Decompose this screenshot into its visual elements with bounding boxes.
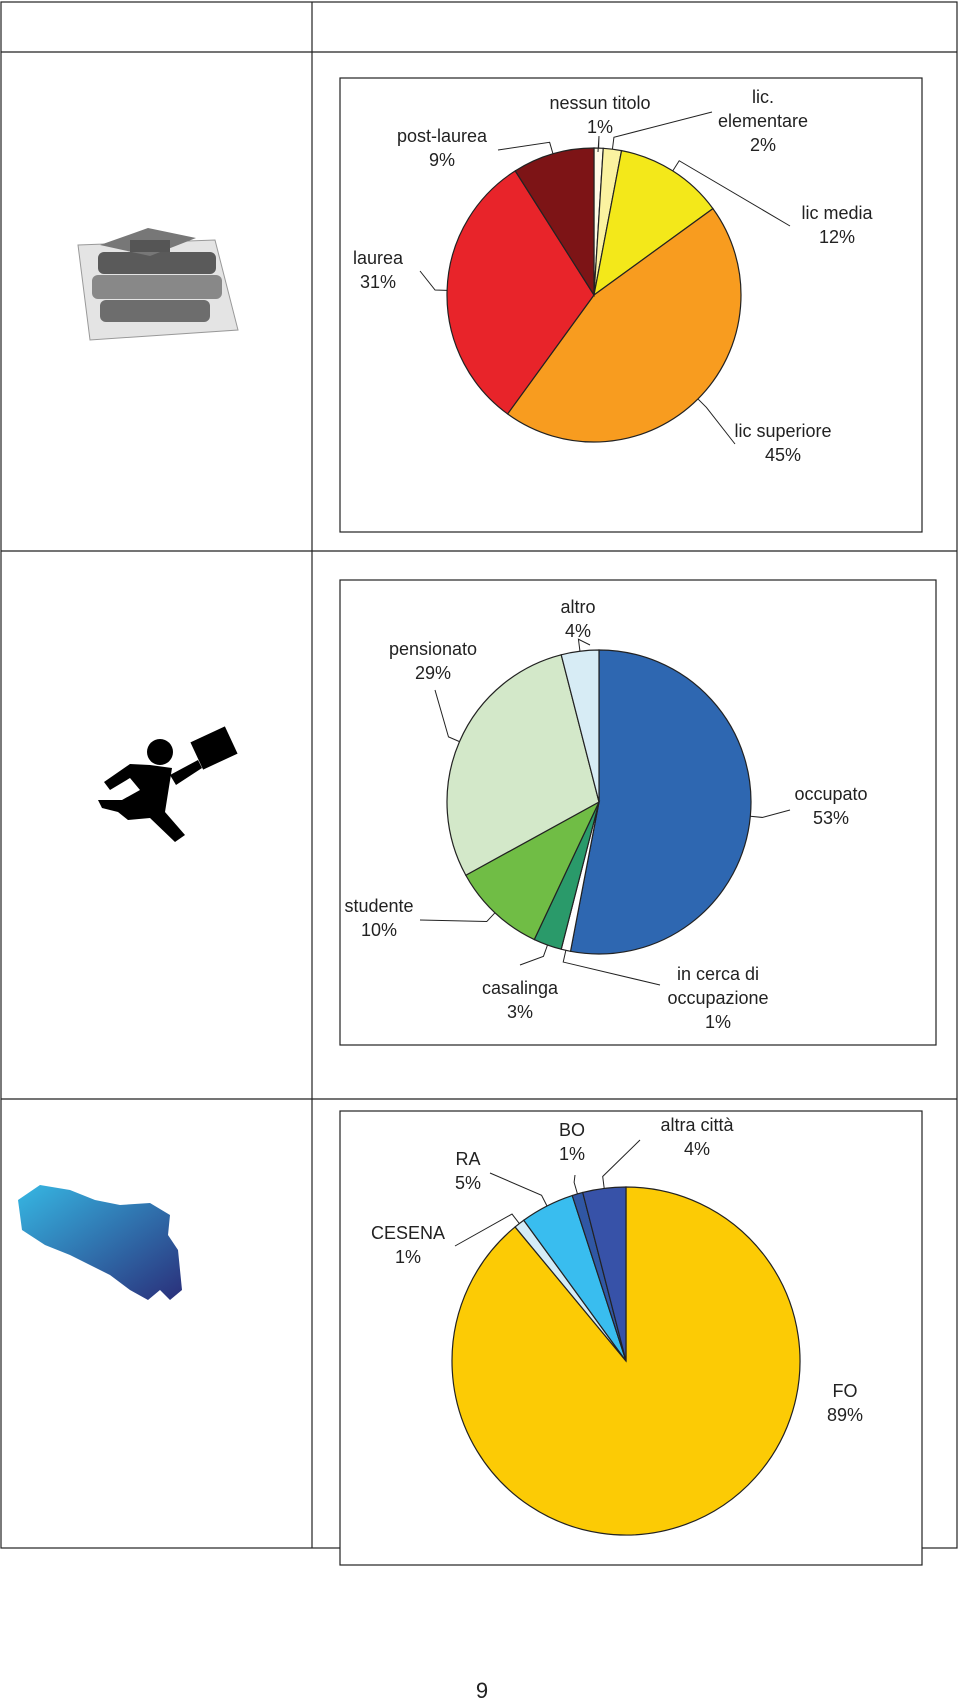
slice-value-label: 5% (455, 1173, 481, 1193)
slice-value-label: 2% (750, 135, 776, 155)
slice-value-label: 1% (395, 1247, 421, 1267)
leader-line (697, 398, 736, 445)
slice-value-label: 53% (813, 808, 849, 828)
slice-label: studente (344, 896, 413, 916)
leader-line (419, 912, 496, 923)
slice-label: CESENA (371, 1223, 445, 1243)
leader-line (434, 689, 460, 743)
runner-icon (98, 726, 238, 842)
leader-line (497, 141, 554, 154)
slice-value-label: 1% (705, 1012, 731, 1032)
pie-slice (446, 654, 600, 877)
leader-line (602, 1139, 641, 1189)
slice-label: altra città (660, 1115, 734, 1135)
slice-value-label: 12% (819, 227, 855, 247)
leader-line (419, 270, 448, 291)
slice-value-label: 4% (684, 1139, 710, 1159)
pie-slice (593, 149, 714, 297)
leader-line (611, 111, 713, 150)
slice-label: post-laurea (397, 126, 488, 146)
slice-label: pensionato (389, 639, 477, 659)
leader-line (573, 1174, 578, 1195)
slice-label: lic. elementare (718, 87, 808, 131)
slice-label: in cerca di occupazione (667, 964, 768, 1008)
slice-label: RA (455, 1149, 480, 1169)
leader-line (489, 1172, 548, 1207)
page-number: 9 (476, 1678, 488, 1703)
leader-line (577, 638, 591, 652)
slice-label: casalinga (482, 978, 559, 998)
slice-value-label: 4% (565, 621, 591, 641)
books-icon (77, 228, 239, 341)
slice-value-label: 10% (361, 920, 397, 940)
slice-value-label: 31% (360, 272, 396, 292)
slice-label: BO (559, 1120, 585, 1140)
leader-line (454, 1213, 520, 1247)
slice-label: lic superiore (734, 421, 831, 441)
pie-slice (506, 207, 742, 443)
slice-label: FO (833, 1381, 858, 1401)
pie-slice (569, 649, 752, 955)
slice-value-label: 1% (587, 117, 613, 137)
map-icon (18, 1185, 182, 1300)
pie-slice (581, 1186, 627, 1362)
leader-line (750, 809, 791, 818)
slice-label: altro (560, 597, 595, 617)
slice-value-label: 89% (827, 1405, 863, 1425)
slice-label: nessun titolo (549, 93, 650, 113)
slice-value-label: 29% (415, 663, 451, 683)
slice-value-label: 9% (429, 150, 455, 170)
leader-line (519, 944, 548, 966)
slice-value-label: 45% (765, 445, 801, 465)
slice-value-label: 3% (507, 1002, 533, 1022)
pie-slice (514, 147, 595, 298)
slice-label: laurea (353, 248, 404, 268)
leader-line (672, 160, 791, 227)
slice-value-label: 1% (559, 1144, 585, 1164)
slice-label: occupato (794, 784, 867, 804)
leader-line (562, 950, 661, 986)
slice-label: lic media (801, 203, 873, 223)
leader-line (597, 136, 600, 153)
pie-slice (446, 170, 595, 415)
